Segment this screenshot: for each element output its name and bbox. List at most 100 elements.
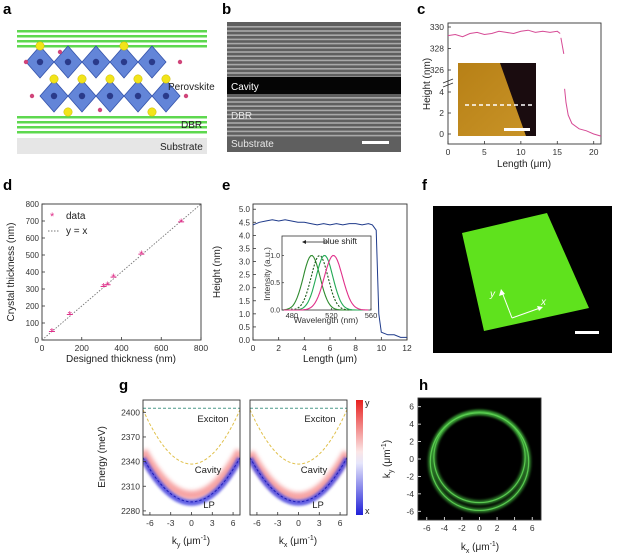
xlabel-d: Designed thickness (nm)	[66, 354, 176, 365]
axis-ticks-e: 0 2 4 6 8 10 12 0.0 0.5 1.0 1.5 2.0 2.5 3.0 3.5 4.0 4.5 5…	[239, 205, 412, 353]
sem-stripe	[227, 42, 401, 45]
data-point: *	[105, 280, 110, 292]
sem-stripe	[227, 126, 401, 128]
lp-fit-line	[143, 457, 240, 503]
sem-stripe	[227, 122, 401, 124]
data-point: *	[179, 217, 184, 229]
crystal-emission	[462, 213, 589, 331]
tick-label-e-x: 6	[328, 343, 333, 353]
tick-label-g-x: 6	[231, 518, 236, 528]
tick-label-e-x: 0	[251, 343, 256, 353]
tick-label-c-y: 330	[430, 22, 444, 32]
tick-label-g-y: 2310	[121, 481, 140, 491]
tick-label-h-y: -2	[406, 471, 414, 481]
ylabel-d: Crystal thickness (nm)	[6, 223, 17, 322]
data-point: *	[111, 272, 116, 284]
panel-d: d 0 200 400 600 800 0 100 200 300 400 500 600 700 800…	[3, 177, 208, 365]
label-lp-ky: LP	[203, 500, 215, 511]
lp-band-kx	[250, 407, 347, 506]
fourier-image	[418, 398, 541, 520]
dispersion-map-ky	[143, 400, 240, 515]
blue-shift-arrowhead	[302, 240, 306, 244]
halide-atom	[23, 59, 29, 65]
axis-ticks-c: 326 328 330 0 2 4 0 5 10 15 20	[430, 22, 599, 157]
tick-label-e-y: 4.5	[239, 218, 251, 227]
tick-label-d-y: 300	[26, 285, 40, 294]
tick-label-h-x: 4	[512, 523, 517, 533]
profile-segment	[564, 88, 602, 137]
sem-stripe	[227, 113, 401, 116]
panel-label-d: d	[3, 177, 12, 194]
dispersion-map-kx	[250, 400, 347, 515]
panel-a: a Perovskite DBR Substrate	[3, 1, 215, 154]
tick-label-g-y: 2280	[121, 506, 140, 516]
legend-label-yx: y = x	[66, 226, 87, 237]
tick-label-e-y: 1.5	[239, 297, 251, 306]
tick-label-c-y: 326	[430, 65, 444, 75]
b-site-atom	[148, 58, 156, 66]
legend-d: * data y = x	[48, 211, 87, 237]
b-site-atom	[78, 92, 86, 100]
cavity-dispersion	[143, 409, 240, 465]
label-lp-kx: LP	[312, 500, 324, 511]
sem-label-cavity: Cavity	[231, 82, 259, 93]
tick-label-e-y: 3.0	[239, 258, 251, 267]
lp-band-x-pol	[250, 456, 347, 506]
sem-stripe	[227, 134, 401, 137]
sem-stripe	[227, 38, 401, 41]
annotation-blue-shift: blue shift	[323, 236, 358, 246]
colorbar-label-y: y	[365, 398, 370, 408]
sem-stripe	[227, 130, 401, 133]
tick-label-g-x: 0	[296, 518, 301, 528]
sem-stripe	[227, 34, 401, 36]
label-cavity-ky: Cavity	[195, 465, 222, 476]
panel-h: h -6 -6 -4 -4 -2 -2 0 0 2 2 4 4 6 6 ky (μm-1) kx (μm-…	[381, 377, 542, 555]
tick-label-c-x: 10	[516, 147, 526, 157]
axis-ticks-h: -6 -6 -4 -4 -2 -2 0 0 2 2 4 4 6 6	[406, 402, 534, 533]
axis-ticks-g: 2280 2310 2340 2370 2400 -6 -3 0 3 6 -6 -3 0 3 6	[121, 407, 343, 528]
inset-tick-label-y: 0.5	[270, 280, 280, 287]
halide-atom	[57, 49, 63, 55]
label-exciton-kx: Exciton	[304, 414, 335, 425]
lp-band-y-pol	[143, 448, 240, 500]
a-site-cation	[133, 74, 143, 84]
tick-label-h-x: -2	[458, 523, 466, 533]
axis-label-x: x	[540, 297, 547, 308]
tick-label-d-x: 600	[154, 343, 168, 353]
lp-fit-line	[250, 457, 347, 503]
tick-label-g-x: -6	[146, 518, 154, 528]
tick-label-h-y: 0	[409, 454, 414, 464]
tick-label-d-y: 800	[26, 200, 40, 209]
tick-label-c-x: 20	[589, 147, 599, 157]
ylabel-c: Height (nm)	[422, 58, 433, 110]
panel-c: c 326 328 330 0 2 4 0 5 10 15 20 Height (nm) Lengt…	[417, 1, 602, 170]
data-point: *	[68, 310, 73, 322]
axis-arrowhead-x	[537, 306, 543, 311]
b-site-atom	[64, 58, 72, 66]
xlabel-g-kx: kx (μm-1)	[279, 535, 317, 549]
legend-marker-data: *	[50, 211, 55, 223]
fourier-rings	[428, 409, 531, 513]
tick-label-d-y: 200	[26, 302, 40, 311]
dbr-layer	[17, 30, 207, 134]
tick-label-h-y: 6	[409, 402, 414, 412]
sem-stripe	[227, 101, 401, 103]
profile-segment	[447, 29, 561, 38]
label-cavity-kx: Cavity	[301, 465, 328, 476]
inset-tick-label-y: 0.0	[270, 308, 280, 315]
ylabel-g: Energy (meV)	[97, 426, 108, 488]
tick-label-d-x: 400	[114, 343, 128, 353]
tick-label-g-x: -6	[253, 518, 261, 528]
panel-g: g 2280 2310 2340 2370 2400 -6 -3 0 3 6 -6 -3 0 3 6 Exc…	[97, 377, 372, 549]
tick-label-g-x: 3	[317, 518, 322, 528]
panel-e: e 0 2 4 6 8 10 12 0.0 0.5 1.0 1.5 2.0 2.5 3.0 3.5 4.0 4.…	[212, 177, 412, 365]
height-profile-c	[447, 29, 602, 137]
tick-label-h-x: -4	[441, 523, 449, 533]
axis-arrow-y	[501, 291, 513, 319]
xlabel-g-ky: ky (μm-1)	[172, 535, 210, 549]
xlabel-e: Length (μm)	[303, 354, 357, 365]
panel-f: f x y	[422, 177, 612, 353]
emission-ring-core	[429, 412, 530, 512]
inset-tick-label-x: 480	[286, 311, 299, 320]
